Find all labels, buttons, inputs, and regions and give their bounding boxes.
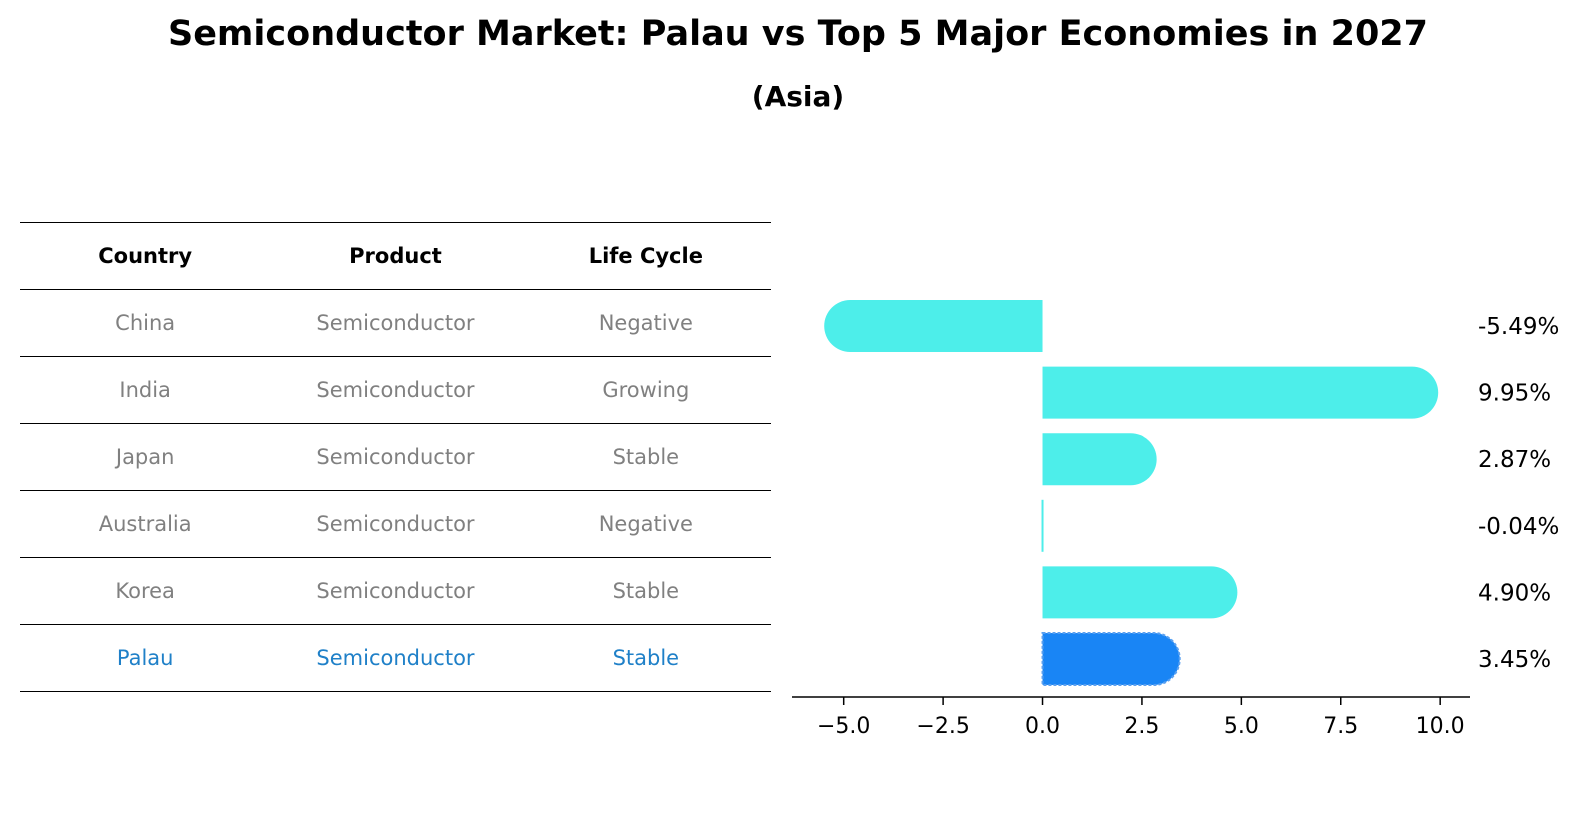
cell-product: Semiconductor xyxy=(270,356,521,424)
bar-japan xyxy=(1042,433,1157,486)
cell-country: Australia xyxy=(20,490,271,558)
header-life-cycle: Life Cycle xyxy=(520,222,771,290)
cell-life-cycle: Negative xyxy=(520,289,771,357)
value-label: 3.45% xyxy=(1478,647,1551,673)
bar-korea xyxy=(1042,566,1238,619)
x-tick-label: 5.0 xyxy=(1224,714,1259,739)
cell-country: Korea xyxy=(20,557,271,625)
bar-china xyxy=(824,300,1043,352)
cell-country: Palau xyxy=(20,624,271,692)
value-label: 2.87% xyxy=(1478,447,1551,473)
bar-india xyxy=(1042,366,1439,419)
x-tick-label: 2.5 xyxy=(1124,714,1159,739)
x-tick-label: −5.0 xyxy=(817,714,870,739)
table-row: Australia Semiconductor Negative xyxy=(20,490,771,558)
value-label: -0.04% xyxy=(1478,514,1559,540)
cell-life-cycle: Negative xyxy=(520,490,771,558)
chart-subtitle: (Asia) xyxy=(751,80,845,113)
table-row: Japan Semiconductor Stable xyxy=(20,423,771,491)
header-product: Product xyxy=(270,222,521,290)
cell-life-cycle: Stable xyxy=(520,423,771,491)
table-row: India Semiconductor Growing xyxy=(20,356,771,424)
cell-product: Semiconductor xyxy=(270,557,521,625)
header-country: Country xyxy=(20,222,271,290)
bar-palau xyxy=(1041,632,1181,686)
cell-country: India xyxy=(20,356,271,424)
value-label: 4.90% xyxy=(1478,580,1551,606)
cell-product: Semiconductor xyxy=(270,490,521,558)
cell-life-cycle: Stable xyxy=(520,624,771,692)
value-label: 9.95% xyxy=(1478,381,1551,407)
cell-product: Semiconductor xyxy=(270,289,521,357)
cell-product: Semiconductor xyxy=(270,624,521,692)
bar-australia xyxy=(1041,499,1044,552)
value-label: -5.49% xyxy=(1478,314,1559,340)
table-row-highlight: Palau Semiconductor Stable xyxy=(20,624,771,692)
data-table: Country Product Life Cycle China Semicon… xyxy=(20,222,771,692)
cell-life-cycle: Stable xyxy=(520,557,771,625)
table-row: Korea Semiconductor Stable xyxy=(20,557,771,625)
x-tick-label: 0.0 xyxy=(1025,714,1060,739)
cell-life-cycle: Growing xyxy=(520,356,771,424)
chart-title: Semiconductor Market: Palau vs Top 5 Maj… xyxy=(167,14,1429,54)
cell-product: Semiconductor xyxy=(270,423,521,491)
x-tick-label: 10.0 xyxy=(1416,714,1465,739)
x-tick-label: 7.5 xyxy=(1323,714,1358,739)
x-tick-label: −2.5 xyxy=(916,714,969,739)
cell-country: China xyxy=(20,289,271,357)
table-header-row: Country Product Life Cycle xyxy=(20,222,771,290)
table-row: China Semiconductor Negative xyxy=(20,289,771,357)
cell-country: Japan xyxy=(20,423,271,491)
